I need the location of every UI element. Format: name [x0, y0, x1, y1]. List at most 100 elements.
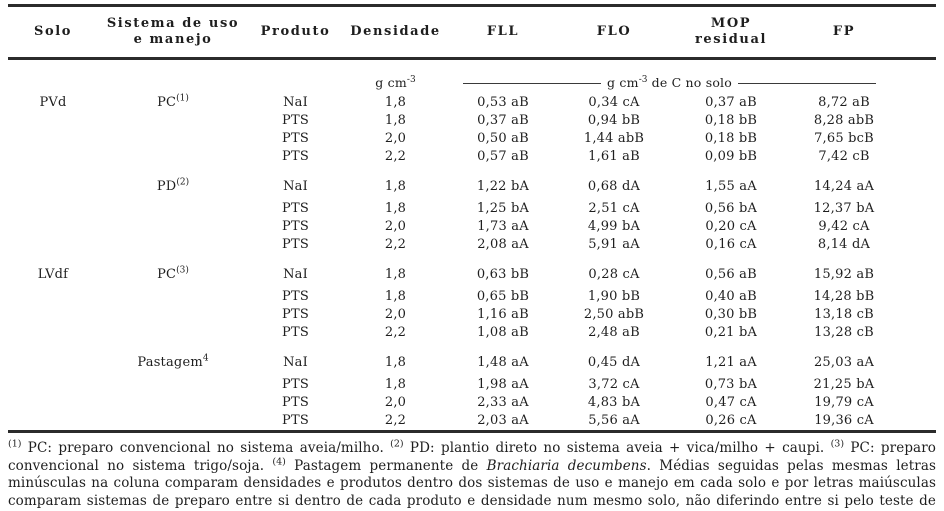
cell-produto: PTS [282, 395, 309, 410]
cell-mop: 0,16 cA [705, 237, 757, 252]
cell-solo [8, 376, 98, 394]
cell-mop: 0,56 aB [705, 267, 757, 282]
cell-solo: PVd [39, 95, 67, 110]
cell-produto: NaI [283, 179, 308, 194]
cell-flo: 5,56 aA [588, 413, 640, 428]
cell-mop: 0,30 bB [704, 307, 758, 322]
cell-flo: 0,94 bB [587, 113, 641, 128]
footnote-marker-1: (1) [8, 438, 22, 450]
cell-produto: NaI [283, 95, 308, 110]
cell-spacer [896, 288, 936, 306]
cell-sistema: PC(1) [98, 94, 248, 112]
cell-spacer [896, 130, 936, 148]
cell-mop: 0,18 bB [704, 113, 758, 128]
cell-sistema [98, 130, 248, 148]
cell-flo: 0,34 cA [588, 95, 640, 110]
cell-sistema: Pastagem4 [98, 342, 248, 376]
cell-produto: PTS [282, 149, 309, 164]
table-row: PTS 2,2 1,08 aB 2,48 aB 0,21 bA 13,28 cB [8, 324, 936, 342]
cell-fp: 8,28 abB [813, 113, 875, 128]
cell-densidade: 2,0 [384, 395, 407, 410]
cell-fll: 0,37 aB [477, 113, 529, 128]
cell-sistema [98, 306, 248, 324]
cell-fll: 0,53 aB [477, 95, 529, 110]
cell-produto: PTS [282, 289, 309, 304]
col-header-flo: FLO [596, 24, 632, 39]
cell-fll: 2,03 aA [477, 413, 529, 428]
cell-densidade: 1,8 [384, 95, 407, 110]
cell-fp: 9,42 cA [818, 219, 870, 234]
cell-fll: 0,63 bB [476, 267, 530, 282]
cell-flo: 4,99 bA [587, 219, 641, 234]
table-footnote: (1) PC: preparo convencional no sistema … [8, 438, 936, 511]
cell-flo: 0,68 dA [587, 179, 641, 194]
cell-densidade: 2,0 [384, 219, 407, 234]
cell-fll: 0,57 aB [477, 149, 529, 164]
table-body: g cm-3 g cm-3 de C no solo PVd PC(1) NaI… [8, 59, 936, 432]
col-header-spacer [896, 6, 936, 59]
footnote-marker-3: (3) [830, 438, 845, 450]
results-table: Solo Sistema de uso e manejo Produto Den… [8, 4, 936, 433]
cell-sistema [98, 394, 248, 412]
footnote-text-5: . Médias seguidas pelas mesmas letras mi… [8, 457, 936, 511]
cell-solo [8, 412, 98, 432]
sistema-superscript: (3) [176, 265, 189, 276]
cell-spacer [896, 148, 936, 166]
cell-fp: 19,79 cA [814, 395, 874, 410]
footnote-marker-2: (2) [390, 438, 404, 450]
sistema-label: PD [156, 179, 177, 194]
cell-solo [8, 288, 98, 306]
cell-mop: 0,73 bA [704, 377, 758, 392]
carbon-unit-cell: g cm-3 de C no solo [448, 59, 936, 95]
cell-sistema: PD(2) [98, 166, 248, 200]
col-header-fll: FLL [486, 24, 520, 39]
cell-solo [8, 200, 98, 218]
footnote-text-4: Pastagem permanente de [285, 457, 487, 474]
unit-dash-left [463, 82, 602, 84]
cell-fp: 12,37 bA [813, 201, 875, 216]
cell-spacer [896, 200, 936, 218]
cell-produto: NaI [283, 267, 308, 282]
cell-densidade: 2,2 [384, 149, 407, 164]
table-row: LVdf PC(3) NaI 1,8 0,63 bB 0,28 cA 0,56 … [8, 254, 936, 288]
table-row: PTS 1,8 1,98 aA 3,72 cA 0,73 bA 21,25 bA [8, 376, 936, 394]
cell-fll: 1,48 aA [477, 355, 529, 370]
cell-fll: 2,33 aA [477, 395, 529, 410]
cell-densidade: 1,8 [384, 201, 407, 216]
cell-mop: 0,40 aB [705, 289, 757, 304]
cell-densidade: 2,2 [384, 237, 407, 252]
cell-fp: 7,42 cB [818, 149, 870, 164]
cell-spacer [896, 166, 936, 200]
unit-dash-right [737, 82, 877, 84]
cell-fp: 8,72 aB [818, 95, 870, 110]
cell-fp: 14,28 bB [813, 289, 875, 304]
table-row: PTS 2,2 2,08 aA 5,91 aA 0,16 cA 8,14 dA [8, 236, 936, 254]
sistema-superscript: (1) [176, 93, 189, 104]
table-row: PTS 2,0 2,33 aA 4,83 bA 0,47 cA 19,79 cA [8, 394, 936, 412]
cell-flo: 2,51 cA [588, 201, 640, 216]
cell-fll: 1,08 aB [477, 325, 529, 340]
densidade-unit-base: g cm [375, 75, 407, 90]
cell-densidade: 2,2 [384, 325, 407, 340]
cell-spacer [896, 254, 936, 288]
carbon-unit-text: g cm-3 de C no solo [607, 74, 732, 92]
cell-solo [8, 112, 98, 130]
cell-fll: 1,22 bA [476, 179, 530, 194]
cell-sistema [98, 376, 248, 394]
carbon-unit-exponent: -3 [638, 74, 648, 85]
cell-fll: 1,73 aA [477, 219, 529, 234]
cell-densidade: 2,0 [384, 131, 407, 146]
table-row: PTS 1,8 0,65 bB 1,90 bB 0,40 aB 14,28 bB [8, 288, 936, 306]
cell-produto: PTS [282, 219, 309, 234]
carbon-unit-rest: de C no solo [647, 75, 732, 90]
cell-flo: 1,90 bB [587, 289, 641, 304]
densidade-unit: g cm-3 [343, 59, 448, 95]
cell-solo [8, 306, 98, 324]
units-row: g cm-3 g cm-3 de C no solo [8, 59, 936, 95]
cell-produto: PTS [282, 201, 309, 216]
footnote-species-name: Brachiaria decumbens [486, 457, 647, 474]
cell-densidade: 2,2 [384, 413, 407, 428]
cell-produto: PTS [282, 113, 309, 128]
cell-solo [8, 394, 98, 412]
cell-mop: 0,21 bA [704, 325, 758, 340]
